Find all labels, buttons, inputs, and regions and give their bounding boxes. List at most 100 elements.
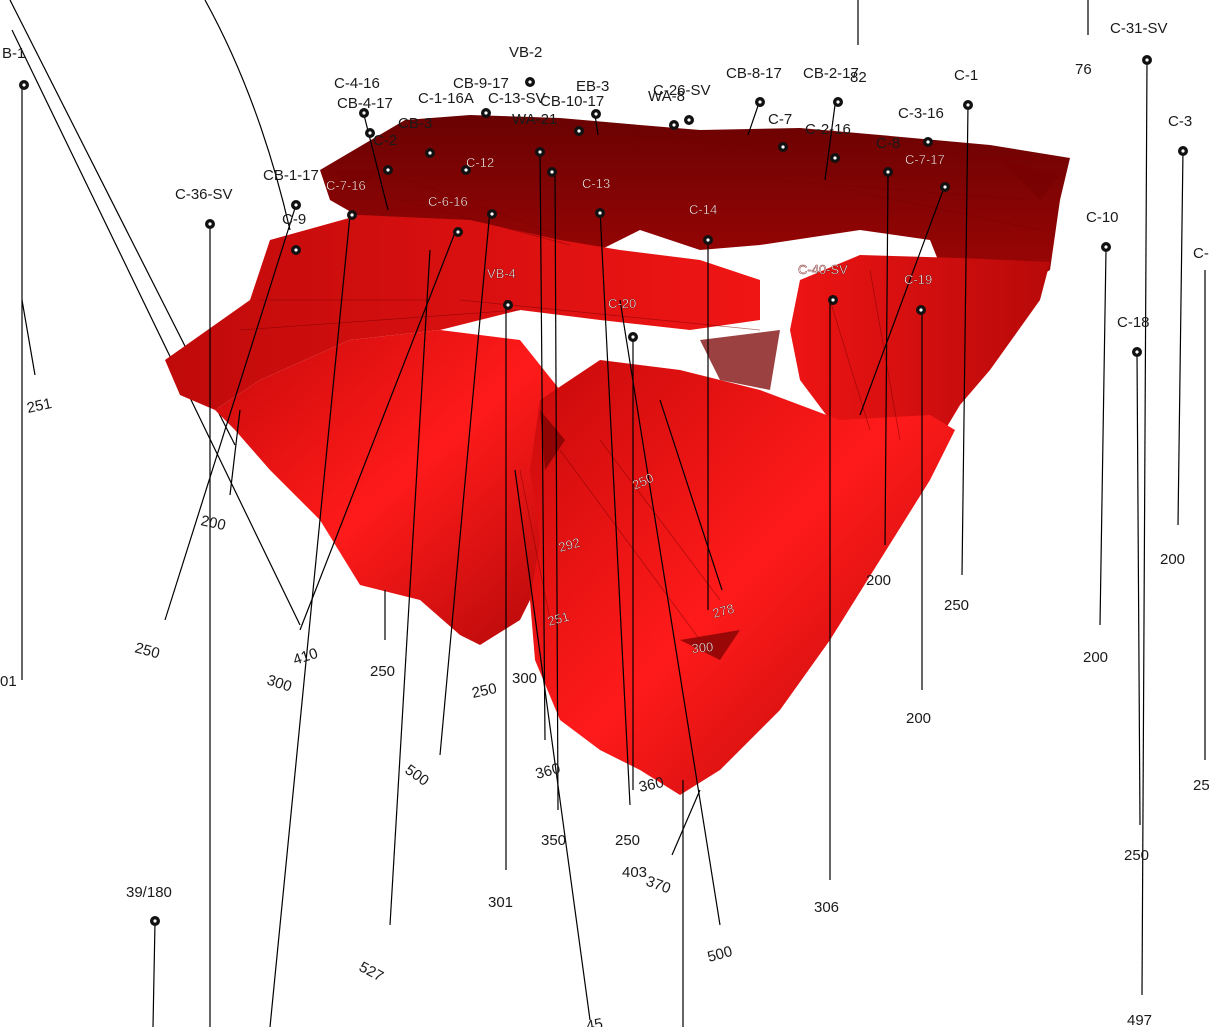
hole-label: C-7-17 — [905, 152, 945, 167]
hole-label: WA-8 — [648, 88, 685, 105]
depth-label: 292 — [557, 535, 582, 555]
hole-label: C-2-16 — [805, 121, 851, 138]
depth-label: 250 — [370, 663, 395, 680]
depth-label: 300 — [512, 670, 537, 687]
collar-icon — [828, 295, 838, 305]
depth-label: 306 — [814, 899, 839, 916]
collar-icon — [830, 153, 840, 163]
hole-depth-label: 497 — [1127, 1012, 1152, 1027]
edge-labels: B-1 C- 25 01 — [0, 45, 1209, 794]
depth-label: 251 — [25, 395, 53, 417]
depth-label: 360 — [534, 760, 563, 783]
collar-icon — [205, 219, 215, 229]
collar-icon — [347, 210, 357, 220]
depth-label: 278 — [711, 601, 736, 621]
depth-label: 200 — [906, 710, 931, 727]
depth-label: 300 — [691, 639, 714, 656]
hole-label: CB-2-17 — [803, 65, 859, 82]
hole-label: CB-9-17 — [453, 75, 509, 92]
orebody-top-surface — [320, 115, 1070, 315]
hole-depth-label: 200 — [1160, 551, 1185, 568]
hole-depth-label: 250 — [1124, 847, 1149, 864]
drillhole-traces — [152, 59, 1206, 1027]
cutoff-label: 25 — [1193, 777, 1209, 794]
hole-label: C-40-SV — [798, 262, 848, 277]
hole-label: C-1 — [954, 67, 978, 84]
hole-label: C-6-16 — [428, 194, 468, 209]
hole-label: C-31-SV — [1110, 20, 1168, 37]
collar-icon — [669, 120, 679, 130]
hole-label: EB-3 — [576, 78, 609, 95]
hole-label: C-26-SV — [653, 82, 711, 99]
depth-label: 350 — [541, 832, 566, 849]
hole-label: C-36-SV — [175, 186, 233, 203]
depth-label: 251 — [546, 609, 571, 629]
hole-depth-label: 200 — [1083, 649, 1108, 666]
collar-icon — [481, 108, 491, 118]
orebody-left-lobe — [215, 330, 570, 645]
depth-label: 45 — [585, 1015, 604, 1027]
cutoff-label: B-1 — [2, 45, 25, 62]
collar-icon — [940, 182, 950, 192]
collar-icon — [365, 128, 375, 138]
hole-label: C-9 — [282, 211, 306, 228]
depth-label: 250 — [470, 680, 498, 702]
hole-label: VB-2 — [509, 44, 542, 61]
collar-icon — [383, 165, 393, 175]
collar-icon — [923, 137, 933, 147]
depth-label: 250 — [615, 832, 640, 849]
orebody-right-plate — [790, 255, 1050, 470]
hole-label: CB-1-17 — [263, 167, 319, 184]
hole-label: C-13-SV — [488, 90, 546, 107]
orebody-dark-folds — [330, 160, 1060, 660]
collar-icon — [591, 109, 601, 119]
collar-icon — [1178, 146, 1188, 156]
hole-label: CB-3 — [398, 115, 432, 132]
collar-icon — [150, 916, 160, 926]
collar-icon — [1132, 347, 1142, 357]
hole-label: C-13 — [582, 176, 610, 191]
collar-icon — [1101, 242, 1111, 252]
depth-label: 500 — [706, 943, 735, 966]
hole-label: C-10 — [1086, 209, 1119, 226]
depth-label: 403 — [622, 864, 647, 881]
depth-label: 200 — [199, 512, 227, 534]
collar-icon — [547, 167, 557, 177]
collar-icon — [525, 77, 535, 87]
depth-label: 360 — [637, 774, 665, 796]
hole-label: C-14 — [689, 202, 717, 217]
hole-label: C-12 — [466, 155, 494, 170]
hole-label: C-1-16A — [418, 90, 474, 107]
collar-icon — [916, 305, 926, 315]
depth-label: 527 — [356, 959, 386, 986]
cutoff-label: 01 — [0, 673, 17, 690]
collar-icon — [595, 208, 605, 218]
depth-label: 370 — [644, 873, 673, 898]
orebody-main-lobe — [530, 360, 955, 795]
hole-label: C-18 — [1117, 314, 1150, 331]
collar-icon — [1142, 55, 1152, 65]
hole-label: 76 — [1075, 61, 1092, 78]
collar-icon — [291, 200, 301, 210]
hole-label: CB-10-17 — [540, 93, 604, 110]
collar-icon — [755, 97, 765, 107]
collar-icon — [574, 126, 584, 136]
hole-label: C-7-16 — [326, 178, 366, 193]
collar-icon — [461, 165, 471, 175]
collar-icon — [425, 148, 435, 158]
collar-icon — [963, 100, 973, 110]
orebody-left-slab — [165, 215, 760, 410]
orebody[interactable] — [165, 115, 1070, 795]
drillhole-collars — [19, 55, 1188, 926]
hole-label: CB-4-17 — [337, 95, 393, 112]
collar-icon — [359, 108, 369, 118]
hole-label: C-4-16 — [334, 75, 380, 92]
hole-label: C-20 — [608, 296, 636, 311]
hole-label: 39/180 — [126, 884, 172, 901]
collar-icon — [883, 167, 893, 177]
collar-icon — [778, 142, 788, 152]
collar-icon — [535, 147, 545, 157]
depth-label: 500 — [402, 761, 432, 789]
collar-icon — [703, 235, 713, 245]
